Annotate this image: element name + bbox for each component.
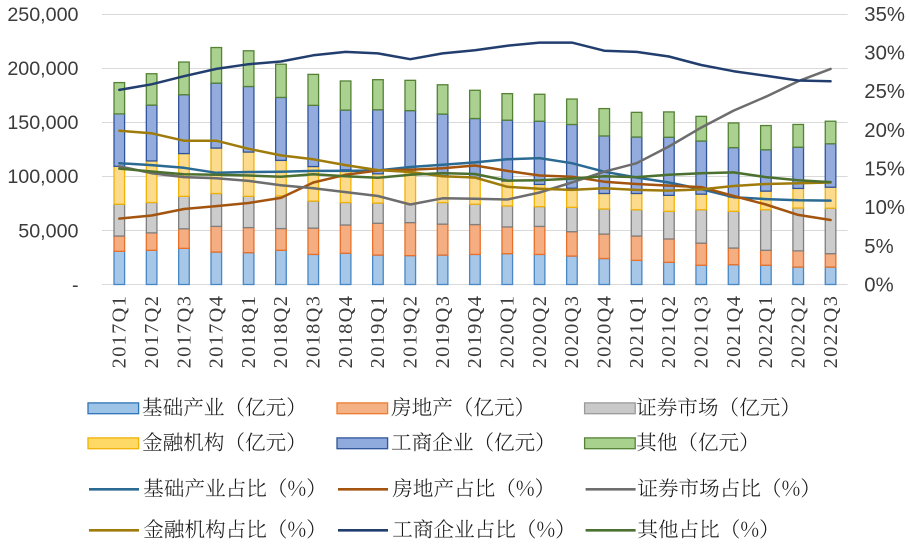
svg-text:0%: 0% <box>864 274 893 296</box>
svg-text:2021Q1: 2021Q1 <box>626 295 648 369</box>
svg-text:2020Q4: 2020Q4 <box>594 295 616 369</box>
svg-text:2021Q2: 2021Q2 <box>658 295 680 369</box>
svg-text:2018Q2: 2018Q2 <box>270 295 292 369</box>
svg-text:2022Q2: 2022Q2 <box>788 295 810 369</box>
svg-text:-: - <box>72 274 79 296</box>
svg-text:20%: 20% <box>864 120 905 142</box>
svg-text:10%: 10% <box>864 197 905 219</box>
svg-text:2018Q3: 2018Q3 <box>303 295 325 369</box>
svg-text:5%: 5% <box>864 236 893 258</box>
svg-text:25%: 25% <box>864 81 905 103</box>
svg-text:2022Q1: 2022Q1 <box>755 295 777 369</box>
svg-text:2018Q4: 2018Q4 <box>335 295 357 369</box>
svg-text:2022Q3: 2022Q3 <box>820 295 842 369</box>
svg-text:2017Q2: 2017Q2 <box>141 295 163 369</box>
svg-text:2020Q3: 2020Q3 <box>561 295 583 369</box>
svg-text:2019Q1: 2019Q1 <box>367 295 389 369</box>
svg-text:2019Q4: 2019Q4 <box>464 295 486 369</box>
svg-text:2018Q1: 2018Q1 <box>238 295 260 369</box>
svg-text:250,000: 250,000 <box>7 4 78 26</box>
svg-text:30%: 30% <box>864 43 905 65</box>
svg-text:15%: 15% <box>864 159 905 181</box>
svg-text:35%: 35% <box>864 4 905 26</box>
svg-text:2021Q4: 2021Q4 <box>723 295 745 369</box>
svg-text:2019Q2: 2019Q2 <box>400 295 422 369</box>
svg-text:200,000: 200,000 <box>7 58 78 80</box>
svg-text:2021Q3: 2021Q3 <box>691 295 713 369</box>
svg-text:150,000: 150,000 <box>7 112 78 134</box>
svg-text:2017Q3: 2017Q3 <box>173 295 195 369</box>
svg-text:2017Q4: 2017Q4 <box>206 295 228 369</box>
svg-text:2020Q2: 2020Q2 <box>529 295 551 369</box>
svg-text:2020Q1: 2020Q1 <box>497 295 519 369</box>
svg-text:50,000: 50,000 <box>18 220 78 242</box>
svg-text:100,000: 100,000 <box>7 166 78 188</box>
svg-text:2019Q3: 2019Q3 <box>432 295 454 369</box>
svg-text:2017Q1: 2017Q1 <box>109 295 131 369</box>
